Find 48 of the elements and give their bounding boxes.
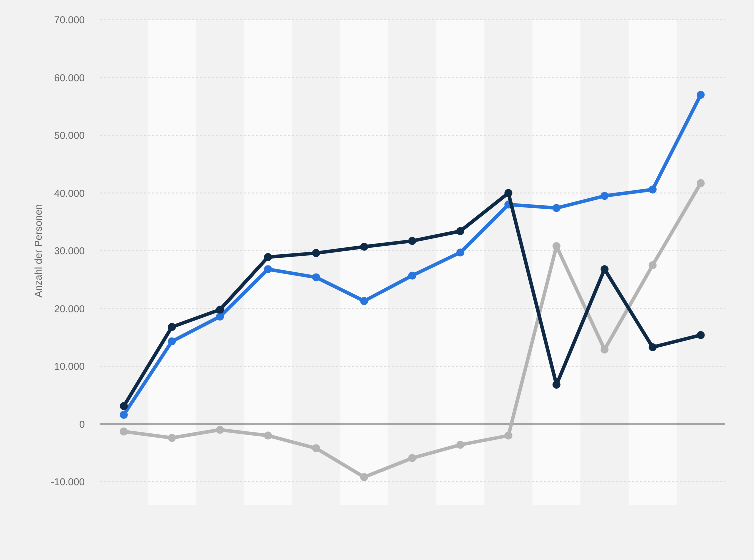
point: [552, 204, 561, 212]
y-tick-label: -10.000: [51, 478, 86, 488]
point: [264, 265, 272, 274]
point: [696, 91, 705, 100]
point: [216, 426, 224, 434]
point: [696, 179, 705, 188]
point: [696, 331, 705, 340]
point: [504, 432, 513, 440]
point: [168, 338, 176, 346]
point: [600, 192, 609, 200]
point: [312, 274, 320, 282]
y-tick-label: 50.000: [54, 131, 86, 142]
y-tick-label: 20.000: [54, 304, 86, 316]
y-tick-label: 10.000: [54, 362, 86, 373]
y-tick-label: 60.000: [54, 73, 86, 84]
point: [504, 189, 513, 198]
point: [360, 242, 368, 251]
y-axis-title: Anzahl der Personen: [34, 204, 45, 298]
point: [120, 428, 128, 436]
point: [552, 380, 561, 389]
point: [408, 454, 416, 462]
point: [456, 227, 465, 236]
point: [648, 186, 657, 194]
point: [168, 434, 176, 442]
point: [216, 306, 224, 314]
y-tick-label: 30.000: [54, 246, 86, 258]
point: [600, 346, 609, 354]
y-tick-label: 70.000: [54, 16, 86, 26]
point: [408, 237, 416, 246]
point: [648, 261, 657, 270]
point: [312, 444, 320, 453]
point: [360, 297, 368, 306]
point: [264, 432, 272, 440]
point: [648, 343, 657, 352]
point: [312, 249, 320, 258]
point: [120, 402, 128, 410]
point: [456, 248, 465, 257]
point: [264, 253, 272, 262]
point: [408, 272, 416, 280]
point: [216, 312, 224, 321]
point: [360, 473, 368, 482]
point: [456, 441, 465, 450]
point: [120, 411, 128, 420]
point: [600, 265, 609, 274]
y-tick-label: 0: [79, 420, 86, 431]
y-tick-label: 40.000: [54, 188, 86, 200]
point: [168, 323, 176, 332]
point: [552, 242, 561, 250]
